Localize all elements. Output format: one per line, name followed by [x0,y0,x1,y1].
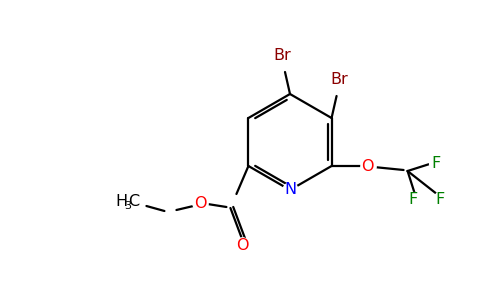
Text: 3: 3 [124,201,131,211]
Text: Br: Br [273,49,291,64]
Text: O: O [236,238,249,253]
Text: H: H [115,194,127,209]
Text: C: C [128,194,139,209]
Text: Br: Br [331,73,348,88]
Text: F: F [431,155,440,170]
Text: F: F [435,191,444,206]
Text: F: F [408,191,417,206]
Text: N: N [284,182,296,197]
Text: O: O [362,158,374,173]
Text: O: O [194,196,207,211]
